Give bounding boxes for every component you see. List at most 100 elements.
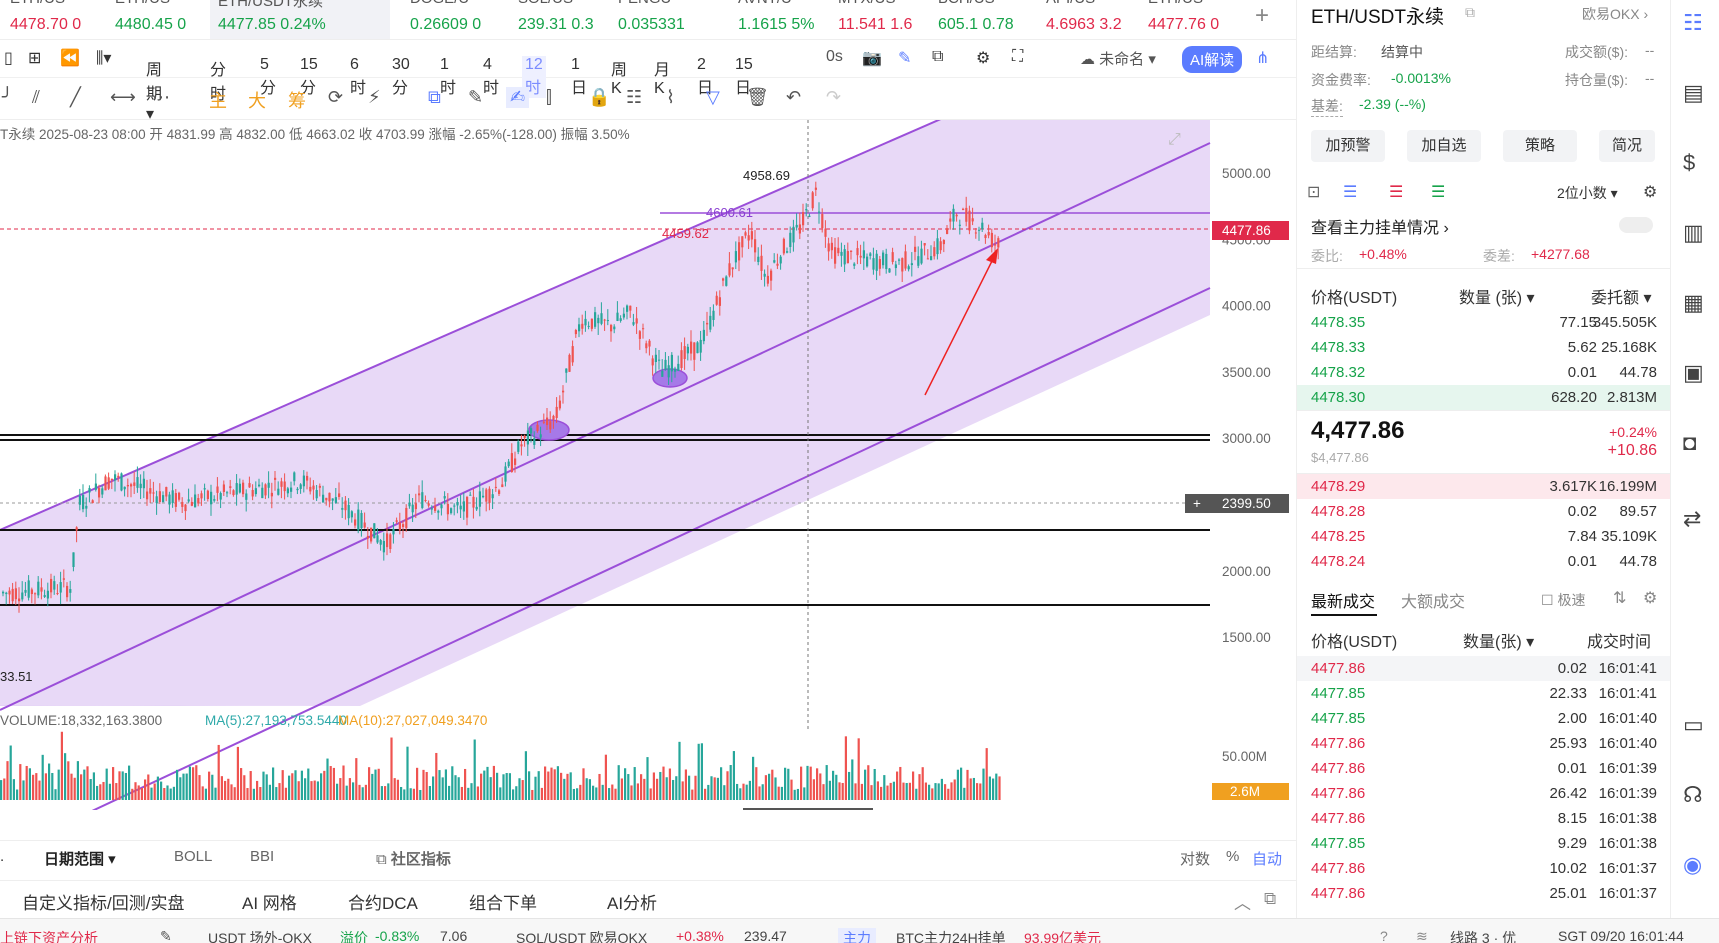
popout-icon[interactable]: ⧉ xyxy=(932,48,944,65)
trash-icon[interactable]: 🗑 xyxy=(746,87,769,107)
ob-mode-both-icon[interactable]: ⊡ xyxy=(1307,184,1321,201)
signal-icon[interactable]: ⚡ xyxy=(368,87,381,107)
period-5[interactable]: 30分 xyxy=(392,56,410,97)
bbi-tab[interactable]: BBI xyxy=(250,848,275,865)
status-asset-analysis[interactable]: 上链下资产分析 xyxy=(0,930,98,943)
cycle-icon[interactable]: ⟳ xyxy=(328,87,344,107)
community-indicator[interactable]: ⧉ 社区指标 xyxy=(376,851,451,868)
cursor-icon[interactable]: ╯ xyxy=(2,87,13,107)
ticker-9[interactable]: API/US 4.6963 3.2 xyxy=(1038,0,1146,39)
ob-header-amount[interactable]: 委托额 ▾ xyxy=(1591,290,1652,307)
strategy-button[interactable]: 策略 xyxy=(1503,130,1577,162)
camera-icon[interactable]: 📷 xyxy=(862,50,882,67)
summary-button[interactable]: 简况 xyxy=(1599,130,1655,162)
lock-icon[interactable]: 🔒 xyxy=(588,87,611,107)
period-1[interactable]: 分时 xyxy=(210,62,227,103)
ob-mode-split-icon[interactable]: ☰ xyxy=(1343,184,1358,201)
period-3[interactable]: 15分 xyxy=(300,56,318,97)
decimals-dropdown[interactable]: 2位小数 ▾ xyxy=(1557,185,1618,201)
ob-mode-bid-icon[interactable]: ☰ xyxy=(1431,184,1446,201)
settings-icon[interactable]: ⚙ xyxy=(976,50,991,67)
ticker-1[interactable]: ETH/US 4480.45 0 xyxy=(107,0,215,39)
ticker-5[interactable]: PENGU 0.035331 xyxy=(610,0,718,39)
ticker-2[interactable]: ETH/USDT永续 4477.85 0.24% xyxy=(210,0,390,39)
collapse-icon[interactable]: ︿ xyxy=(1234,894,1251,913)
asks-row[interactable]: 4478.32 0.01 44.78 xyxy=(1297,360,1671,385)
period-10[interactable]: 周K xyxy=(611,62,628,97)
add-watchlist-button[interactable]: 加自选 xyxy=(1407,130,1481,162)
log-toggle[interactable]: 对数 xyxy=(1180,851,1211,868)
ticker-6[interactable]: AVNT/U 1.1615 5% xyxy=(730,0,838,39)
sort-icon[interactable]: ⇅ xyxy=(1613,590,1627,607)
contract-dca-tab[interactable]: 合约DCA xyxy=(348,894,418,913)
assistant-icon[interactable]: ◉ xyxy=(1683,852,1703,877)
main-orders-toggle[interactable] xyxy=(1619,217,1653,233)
replay-icon[interactable]: ⏪ xyxy=(60,50,80,67)
asks-row[interactable]: 4478.35 77.15 345.505K xyxy=(1297,310,1671,335)
ticker-8[interactable]: BCH/US 605.1 0.78 xyxy=(930,0,1038,39)
mark-chips[interactable]: 筹 xyxy=(288,91,306,111)
bids-row[interactable]: 4478.28 0.02 89.57 xyxy=(1297,499,1671,524)
layout-icon[interactable]: ▯ xyxy=(4,50,13,67)
edit-icon[interactable]: ✎ xyxy=(160,928,172,943)
custom-indicator-tab[interactable]: 自定义指标/回测/实盘 xyxy=(22,894,185,913)
copy-icon[interactable]: ⧉ xyxy=(428,87,441,107)
headset-icon[interactable]: ☊ xyxy=(1683,782,1703,807)
expand-icon[interactable]: ⧉ xyxy=(1264,889,1277,908)
combo-order-tab[interactable]: 组合下单 xyxy=(469,894,537,913)
asks-row[interactable]: 4478.33 5.62 25.168K xyxy=(1297,335,1671,360)
panel-exchange[interactable]: 欧易OKX › xyxy=(1582,6,1649,22)
asks-row[interactable]: 4478.30 628.20 2.813M xyxy=(1297,385,1671,410)
dollar-icon[interactable]: $ xyxy=(1683,150,1696,175)
template-icon[interactable]: ☷ xyxy=(626,87,643,107)
ticker-10[interactable]: ETH/US 4477.76 0 xyxy=(1140,0,1248,39)
kline-chart[interactable]: 4958.694600.614459.6233.515000.004500.00… xyxy=(0,120,1296,810)
period-6[interactable]: 1时 xyxy=(440,56,457,97)
tr-header-qty[interactable]: 数量(张) ▾ xyxy=(1463,634,1535,651)
period-11[interactable]: 月K xyxy=(654,62,671,97)
fullscreen-icon[interactable]: ⛶ xyxy=(1012,48,1024,65)
compare-icon[interactable]: ⫿ xyxy=(546,87,552,107)
tab-latest-trades[interactable]: 最新成交 xyxy=(1311,594,1376,611)
date-range-dropdown[interactable]: 日期范围 ▾ xyxy=(44,851,116,868)
ai-read-button[interactable]: AI解读 xyxy=(1182,46,1243,73)
cloud-save[interactable]: ☁ 未命名 ▾ xyxy=(1080,51,1156,68)
status-line[interactable]: 线路 3 · 优 xyxy=(1450,930,1517,943)
brush-icon[interactable]: ✍ xyxy=(506,87,530,108)
orderbook-icon[interactable]: ☷ xyxy=(1683,10,1703,35)
ob-mode-ask-icon[interactable]: ☰ xyxy=(1389,184,1404,201)
swap-icon[interactable]: ⇄ xyxy=(1683,506,1702,531)
tab-large-trades[interactable]: 大额成交 xyxy=(1401,594,1466,611)
boll-tab[interactable]: BOLL xyxy=(174,848,213,865)
ai-grid-tab[interactable]: AI 网格 xyxy=(242,894,297,913)
status-btc-orders[interactable]: BTC主力24H挂单 xyxy=(896,930,1006,943)
main-orders-link[interactable]: 查看主力挂单情况 › xyxy=(1311,220,1449,237)
period-7[interactable]: 4时 xyxy=(483,56,500,97)
ticker-4[interactable]: SOL/US 239.31 0.3 xyxy=(510,0,618,39)
period-13[interactable]: 15日 xyxy=(735,56,753,97)
period-2[interactable]: 5分 xyxy=(260,56,277,97)
auto-toggle[interactable]: 自动 xyxy=(1252,851,1283,868)
grid-icon[interactable]: ⊞ xyxy=(28,50,42,67)
ticker-3[interactable]: DOGE/U 0.26609 0 xyxy=(402,0,510,39)
period-9[interactable]: 1日 xyxy=(571,56,588,97)
chart-canvas[interactable]: 4958.694600.614459.6233.515000.004500.00… xyxy=(0,120,1296,810)
trend-line-icon[interactable]: ╱ xyxy=(70,87,81,107)
etf-icon[interactable]: ▣ xyxy=(1683,360,1704,385)
magnet-icon[interactable]: ⌇ xyxy=(666,87,675,107)
robot-icon[interactable]: ◘ xyxy=(1683,430,1697,455)
status-usdt-otc[interactable]: USDT 场外-OKX xyxy=(208,930,312,943)
share-icon[interactable]: ⋔ xyxy=(1256,50,1270,67)
pen-icon[interactable]: ✎ xyxy=(898,50,912,67)
period-0[interactable]: 周期▾ xyxy=(146,62,163,123)
filter-icon[interactable]: ▽ xyxy=(706,87,720,107)
chart-icon[interactable]: ▦ xyxy=(1683,290,1704,315)
add-ticker-button[interactable]: + xyxy=(1255,2,1270,29)
ruler-icon[interactable]: ✎ xyxy=(468,87,484,107)
bids-row[interactable]: 4478.25 7.84 35.109K xyxy=(1297,524,1671,549)
mark-big[interactable]: 大 xyxy=(248,91,266,111)
layout-icon[interactable]: ▭ xyxy=(1683,712,1704,737)
horizontal-line-icon[interactable]: ⟷ xyxy=(110,87,136,107)
ob-settings-icon[interactable]: ⚙ xyxy=(1643,184,1658,201)
trades-settings-icon[interactable]: ⚙ xyxy=(1643,590,1658,607)
